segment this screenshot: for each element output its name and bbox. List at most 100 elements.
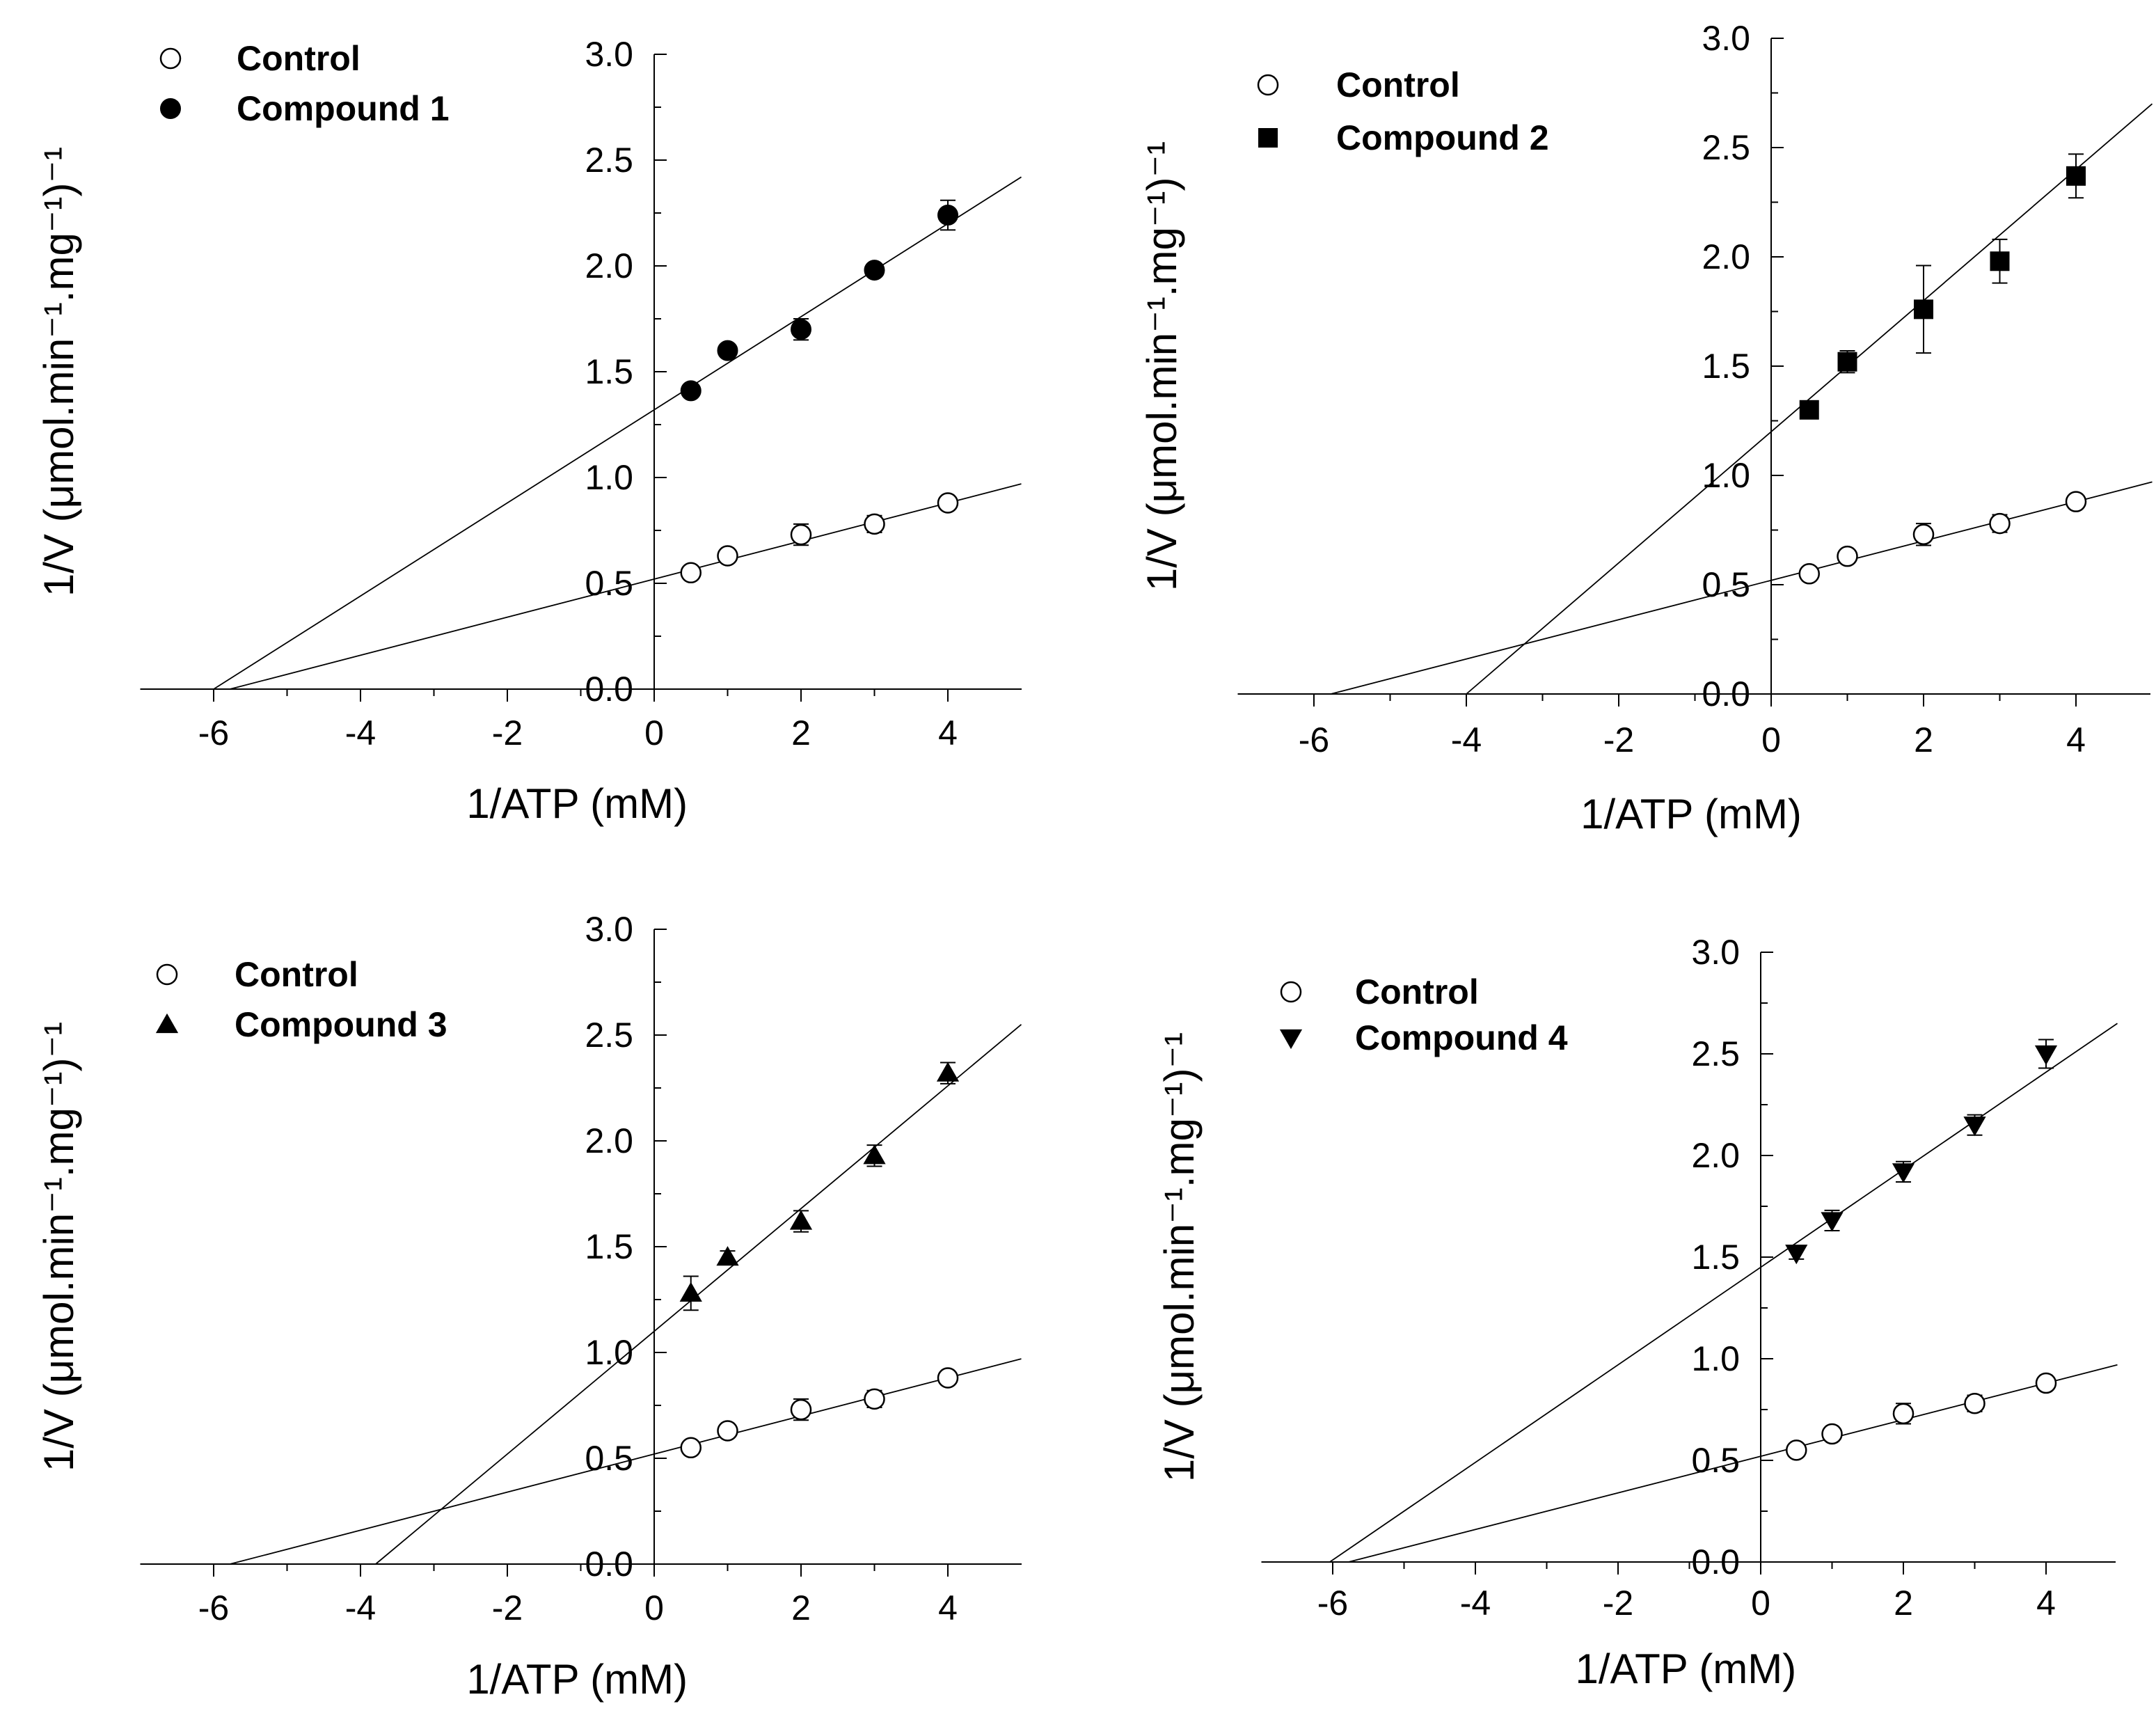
fit-line-1 (1348, 1364, 2118, 1563)
data-point-series-2 (716, 1246, 739, 1266)
data-point-series-2 (1892, 1163, 1915, 1183)
fit-line-1 (230, 483, 1022, 690)
data-point-series-2 (937, 205, 958, 226)
data-point-series-2 (791, 319, 811, 340)
y-tick-label: 0.0 (1702, 674, 1750, 713)
y-tick-label: 0.5 (585, 1439, 633, 1478)
y-tick-label: 0.5 (1702, 565, 1750, 604)
data-point-series-1 (1912, 523, 1935, 546)
legend-marker-2 (160, 98, 181, 119)
data-point-series-1 (1837, 545, 1858, 567)
y-axis-title: 1/V (μmol.min⁻¹.mg⁻¹)⁻¹ (35, 1022, 82, 1472)
legend-marker-2 (1258, 128, 1278, 148)
x-tick-label: 2 (1914, 720, 1933, 759)
data-point-series-2 (1914, 299, 1933, 319)
data-point-series-2 (1821, 1212, 1844, 1232)
legend-label-2: Compound 4 (1355, 1018, 1568, 1057)
x-tick-label: -4 (345, 1588, 376, 1627)
data-point-series-1 (937, 1367, 959, 1389)
data-point-series-2 (1799, 400, 1819, 420)
data-point-series-1 (937, 492, 959, 514)
data-point-series-2 (2066, 166, 2086, 186)
x-tick-label: 4 (938, 713, 958, 752)
y-tick-label: 1.5 (585, 352, 633, 391)
y-tick-label: 3.0 (585, 35, 633, 74)
data-point-series-1 (1989, 512, 2011, 535)
y-tick-label: 2.0 (1702, 237, 1750, 276)
x-tick-label: 4 (2036, 1584, 2056, 1623)
data-point-series-2 (936, 1062, 960, 1082)
x-axis-title: 1/ATP (mM) (466, 1656, 688, 1703)
y-axis-title: 1/V (μmol.min⁻¹.mg⁻¹)⁻¹ (1139, 141, 1185, 591)
data-point-series-1 (1786, 1439, 1807, 1461)
chart-panel-2: -6 -4 -2 0 2 4 0.0 0.5 1.0 1.5 2.0 2.5 3.0 1/ATP (mM)… (1139, 19, 2153, 837)
data-point-series-2 (1990, 251, 2010, 271)
data-point-series-1 (1821, 1423, 1843, 1445)
data-point-series-1 (864, 1388, 885, 1410)
y-tick-label: 3.0 (1691, 933, 1740, 972)
data-point-series-2 (864, 260, 885, 281)
data-point-series-2 (679, 1281, 702, 1302)
y-axis-title: 1/V (μmol.min⁻¹.mg⁻¹)⁻¹ (1156, 1032, 1203, 1482)
y-tick-label: 1.0 (585, 458, 633, 497)
y-tick-label: 0.0 (585, 670, 633, 709)
fit-line-2 (213, 176, 1022, 690)
legend-label-2: Compound 3 (235, 1005, 447, 1044)
x-tick-label: 4 (2066, 720, 2086, 759)
x-tick-label: 0 (644, 713, 664, 752)
chart-panel-1: -6 -4 -2 0 2 4 0.0 0.5 1.0 1.5 2.0 2.5 3.0 1/ATP (mM)… (35, 35, 1022, 827)
x-tick-label: 4 (938, 1588, 958, 1627)
data-point-series-2 (1963, 1117, 1986, 1137)
data-point-series-1 (1964, 1392, 1985, 1414)
y-tick-label: 2.5 (1702, 128, 1750, 167)
data-point-series-1 (864, 513, 885, 535)
data-point-series-1 (1892, 1403, 1915, 1425)
fit-line-1 (230, 1358, 1022, 1565)
y-axis-title: 1/V (μmol.min⁻¹.mg⁻¹)⁻¹ (35, 147, 82, 597)
x-tick-label: -2 (492, 1588, 523, 1627)
x-tick-label: -6 (1317, 1584, 1348, 1623)
data-point-series-2 (789, 1210, 813, 1230)
data-point-series-1 (680, 1437, 702, 1459)
data-point-series-1 (680, 562, 702, 584)
legend-label-2: Compound 1 (237, 89, 450, 128)
y-tick-label: 2.0 (1691, 1136, 1740, 1175)
y-tick-label: 0.5 (1691, 1441, 1740, 1480)
legend-marker-1 (1280, 981, 1302, 1003)
fit-line-2 (1466, 103, 2153, 695)
y-tick-label: 1.0 (585, 1333, 633, 1372)
y-tick-label: 3.0 (585, 910, 633, 949)
legend-marker-1 (1257, 74, 1279, 96)
data-point-series-2 (680, 380, 702, 402)
x-tick-label: 2 (791, 1588, 811, 1627)
x-axis-title: 1/ATP (mM) (466, 780, 688, 827)
data-point-series-1 (2065, 491, 2087, 512)
y-tick-label: 2.5 (1691, 1034, 1740, 1073)
data-point-series-2 (863, 1144, 886, 1165)
legend-marker-2 (155, 1013, 179, 1034)
data-point-series-1 (790, 523, 812, 546)
fit-line-2 (1329, 1023, 2118, 1563)
x-tick-label: 0 (1751, 1584, 1770, 1623)
y-tick-label: 0.5 (585, 564, 633, 603)
y-tick-label: 2.5 (585, 141, 633, 180)
y-tick-label: 0.0 (585, 1545, 633, 1584)
x-tick-label: 0 (1761, 720, 1781, 759)
data-point-series-1 (717, 1420, 738, 1442)
x-tick-label: -4 (1451, 720, 1482, 759)
x-tick-label: -2 (1603, 1584, 1633, 1623)
y-tick-label: 3.0 (1702, 19, 1750, 58)
y-tick-label: 1.0 (1691, 1339, 1740, 1378)
y-tick-label: 0.0 (1691, 1543, 1740, 1581)
data-point-series-1 (1798, 563, 1820, 585)
legend-marker-1 (156, 963, 178, 986)
data-point-series-2 (1785, 1245, 1808, 1265)
x-tick-label: -2 (492, 713, 523, 752)
y-tick-label: 1.0 (1702, 456, 1750, 495)
chart-panel-3: -6 -4 -2 0 2 4 0.0 0.5 1.0 1.5 2.0 2.5 3.0 1/ATP (mM)… (35, 910, 1022, 1703)
legend-marker-2 (1279, 1029, 1303, 1050)
data-point-series-2 (1837, 352, 1857, 372)
x-tick-label: 2 (791, 713, 811, 752)
data-point-series-1 (790, 1398, 812, 1421)
